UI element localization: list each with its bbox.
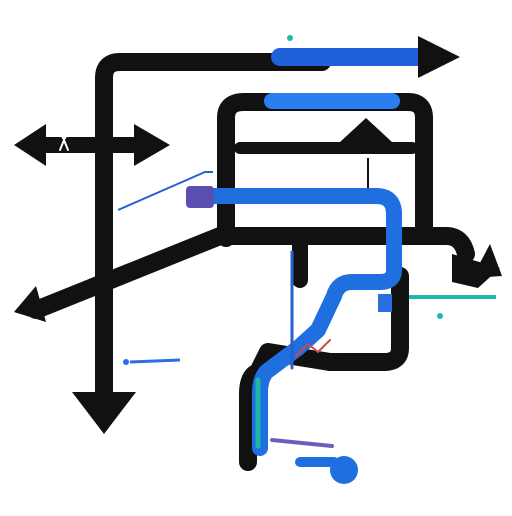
- route-segment: [198, 188, 402, 456]
- station-block: [378, 294, 392, 312]
- station-block: [186, 186, 214, 208]
- arrow-down-icon: [72, 392, 136, 434]
- arrow-left-icon: [14, 124, 46, 166]
- arrow-left-icon: [14, 286, 46, 322]
- arrow-up-icon: [340, 118, 392, 142]
- route-segment: [321, 267, 409, 371]
- marker-dot: [123, 359, 129, 365]
- route-segment: [27, 227, 475, 319]
- route-segment: [95, 53, 331, 407]
- connector-line: [129, 358, 181, 364]
- connector-line: [117, 171, 213, 211]
- arrow-right-icon: [472, 244, 502, 278]
- arrow-right-icon: [134, 124, 170, 166]
- route-segment: [295, 339, 331, 357]
- arrow-right-icon: [418, 36, 460, 78]
- marker-dot: [287, 35, 293, 41]
- marker-dot: [437, 313, 443, 319]
- route-segment: [270, 438, 334, 448]
- pedestrian-icon: [59, 134, 69, 151]
